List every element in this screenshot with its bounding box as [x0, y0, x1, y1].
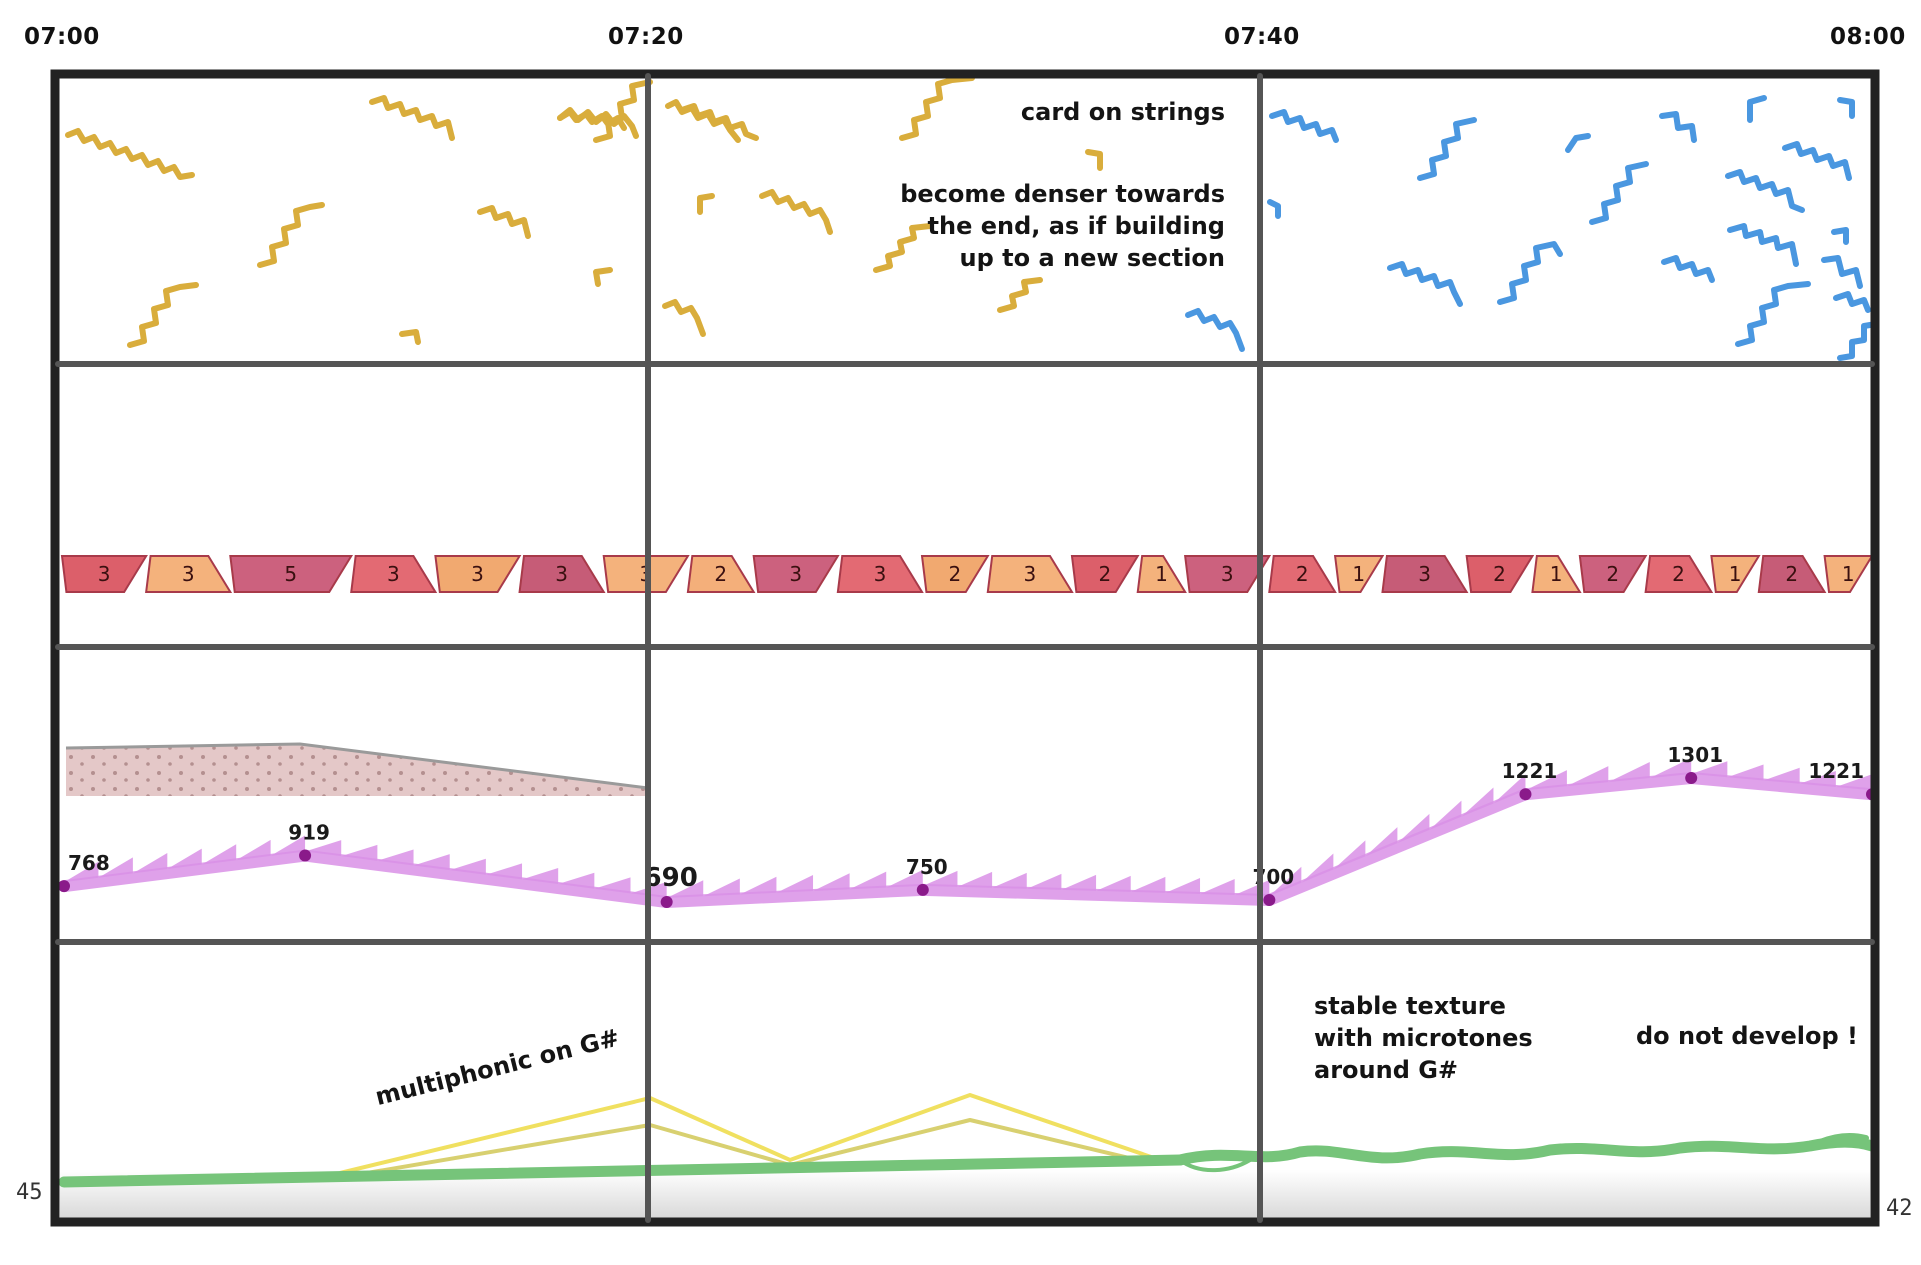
time-label-0740: 07:40	[1224, 24, 1300, 50]
frequency-label: 919	[288, 821, 330, 845]
segment-number: 3	[1024, 562, 1037, 586]
segment-number: 5	[284, 562, 297, 586]
segment-13	[1070, 555, 1140, 593]
corner-value-right: 42	[1886, 1196, 1913, 1221]
blue-texture-marks	[1185, 95, 1879, 361]
segment-number: 2	[1296, 562, 1309, 586]
time-label-0720: 07:20	[608, 24, 684, 50]
frequency-point	[1263, 893, 1276, 906]
note-stable-texture: stable texture with microtones around G#	[1314, 992, 1533, 1084]
segment-number: 1	[1550, 562, 1563, 586]
note-card-on-strings: card on strings	[1020, 98, 1225, 126]
segment-number: 3	[387, 562, 400, 586]
segment-number: 2	[1098, 562, 1111, 586]
segment-15	[1184, 555, 1272, 593]
segment-20	[1531, 555, 1582, 593]
segment-10	[836, 555, 924, 593]
segment-number: 3	[874, 562, 887, 586]
noise-wedge	[65, 742, 649, 796]
segment-18	[1381, 555, 1469, 593]
segment-number: 3	[98, 562, 111, 586]
segment-number: 3	[789, 562, 802, 586]
frequency-point	[1519, 788, 1532, 801]
segment-19	[1465, 555, 1535, 593]
segment-number: 1	[1155, 562, 1168, 586]
segment-14	[1136, 555, 1187, 593]
segment-8	[686, 555, 756, 593]
segment-16	[1268, 555, 1337, 593]
segment-number: 3	[1221, 562, 1234, 586]
segment-number: 2	[949, 562, 962, 586]
segment-number: 1	[1352, 562, 1365, 586]
segment-number: 3	[471, 562, 484, 586]
time-label-0800: 08:00	[1830, 24, 1906, 50]
segment-1	[60, 555, 148, 593]
segment-number: 2	[1493, 562, 1506, 586]
segment-4	[350, 555, 438, 593]
segment-22	[1644, 555, 1714, 593]
yellow-texture-marks	[65, 75, 1103, 348]
frequency-label: 1221	[1502, 759, 1558, 783]
segment-21	[1578, 555, 1648, 593]
segment-17	[1333, 555, 1385, 593]
frequency-point	[299, 849, 312, 862]
segment-number: 2	[1606, 562, 1619, 586]
segment-5	[434, 555, 522, 593]
segment-25	[1823, 555, 1874, 593]
segment-6	[518, 555, 606, 593]
segment-number: 2	[714, 562, 727, 586]
segment-number: 1	[1729, 562, 1742, 586]
frequency-label: 750	[906, 855, 948, 879]
frequency-label: 768	[68, 851, 110, 875]
segment-number: 3	[182, 562, 195, 586]
green-drone-line	[58, 1132, 1878, 1188]
segment-number: 3	[1418, 562, 1431, 586]
segment-number: 2	[1672, 562, 1685, 586]
frequency-point	[1685, 772, 1698, 784]
corner-value-left: 45	[16, 1180, 43, 1205]
time-label-0700: 07:00	[24, 24, 100, 50]
segment-2	[145, 555, 233, 593]
frequency-point	[58, 880, 70, 893]
score-frame	[50, 69, 1880, 1227]
segment-number: 2	[1785, 562, 1798, 586]
segment-9	[752, 555, 840, 593]
frequency-label: 1301	[1667, 743, 1723, 767]
note-do-not-develop: do not develop !	[1636, 1022, 1858, 1050]
segment-number: 1	[1842, 562, 1855, 586]
segment-11	[920, 555, 990, 593]
segment-12	[986, 555, 1074, 593]
note-denser: become denser towards the end, as if bui…	[900, 180, 1225, 272]
frequency-label: 1221	[1808, 759, 1864, 783]
segment-number: 3	[555, 562, 568, 586]
segment-24	[1757, 555, 1827, 593]
frequency-line-path	[58, 772, 1878, 908]
frequency-point	[916, 883, 929, 896]
frequency-label: 690	[644, 863, 698, 893]
segment-3	[229, 555, 354, 593]
segment-23	[1710, 555, 1761, 593]
frequency-point	[660, 896, 673, 908]
